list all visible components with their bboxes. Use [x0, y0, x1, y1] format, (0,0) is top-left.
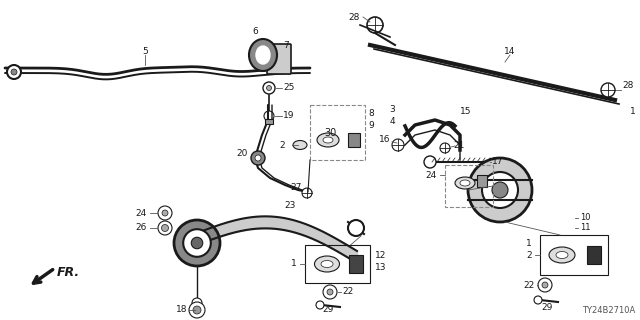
Circle shape	[174, 220, 220, 266]
Text: 30: 30	[324, 128, 336, 138]
Text: 3: 3	[389, 106, 395, 115]
Ellipse shape	[556, 252, 568, 259]
Bar	[477, 175, 487, 187]
Text: 10: 10	[580, 213, 591, 222]
Ellipse shape	[321, 260, 333, 268]
Circle shape	[193, 306, 201, 314]
Circle shape	[348, 220, 364, 236]
Circle shape	[440, 143, 450, 153]
Circle shape	[162, 210, 168, 216]
Text: 1: 1	[526, 238, 532, 247]
Ellipse shape	[549, 247, 575, 263]
Circle shape	[11, 69, 17, 75]
Circle shape	[183, 229, 211, 257]
Circle shape	[251, 151, 265, 165]
Ellipse shape	[314, 256, 339, 272]
Circle shape	[392, 139, 404, 151]
Bar	[310, 105, 365, 160]
Bar	[587, 246, 601, 264]
FancyBboxPatch shape	[267, 44, 291, 74]
Text: 29: 29	[541, 303, 552, 313]
Ellipse shape	[323, 137, 333, 143]
Bar	[540, 235, 608, 275]
Text: 22: 22	[524, 281, 535, 290]
Text: 13: 13	[375, 262, 387, 271]
Text: 27: 27	[291, 183, 302, 193]
Text: 11: 11	[580, 223, 591, 233]
Text: 22: 22	[342, 287, 353, 297]
Text: 1: 1	[291, 260, 297, 268]
Circle shape	[192, 298, 202, 308]
Text: 21: 21	[453, 140, 465, 149]
Circle shape	[327, 289, 333, 295]
Circle shape	[542, 282, 548, 288]
Circle shape	[424, 156, 436, 168]
Text: 12: 12	[375, 251, 387, 260]
Text: 19: 19	[283, 111, 294, 121]
Text: 26: 26	[136, 223, 147, 233]
Circle shape	[534, 296, 542, 304]
Circle shape	[189, 302, 205, 318]
Circle shape	[266, 85, 271, 91]
Circle shape	[255, 155, 261, 161]
Text: 4: 4	[389, 117, 395, 126]
Ellipse shape	[455, 177, 475, 189]
Circle shape	[601, 83, 615, 97]
Text: 24: 24	[136, 209, 147, 218]
Bar	[265, 119, 273, 124]
Text: 8: 8	[368, 108, 374, 117]
Bar	[305, 245, 370, 283]
Text: 5: 5	[142, 47, 148, 57]
Circle shape	[7, 65, 21, 79]
Text: 9: 9	[368, 121, 374, 130]
Text: 7: 7	[283, 41, 289, 50]
Ellipse shape	[249, 39, 277, 71]
Text: 15: 15	[460, 108, 472, 116]
Text: 2: 2	[526, 251, 532, 260]
Circle shape	[191, 237, 203, 249]
Text: 18: 18	[175, 306, 187, 315]
Text: 28: 28	[622, 81, 634, 90]
Text: 1: 1	[630, 108, 636, 116]
Ellipse shape	[460, 180, 470, 186]
Text: 20: 20	[237, 148, 248, 157]
Text: 16: 16	[378, 135, 390, 145]
Ellipse shape	[317, 133, 339, 147]
Text: 2: 2	[280, 140, 285, 149]
Circle shape	[538, 278, 552, 292]
Text: 14: 14	[504, 47, 516, 57]
Text: 24: 24	[426, 171, 437, 180]
Text: 29: 29	[322, 306, 333, 315]
Ellipse shape	[293, 140, 307, 149]
Text: 17: 17	[492, 157, 504, 166]
Circle shape	[263, 82, 275, 94]
Circle shape	[302, 188, 312, 198]
Text: 23: 23	[284, 201, 296, 210]
Text: FR.: FR.	[57, 266, 80, 278]
Circle shape	[161, 225, 168, 231]
Text: TY24B2710A: TY24B2710A	[582, 306, 635, 315]
Bar	[445, 165, 493, 207]
Circle shape	[264, 111, 274, 121]
Circle shape	[158, 206, 172, 220]
Circle shape	[323, 285, 337, 299]
Text: 6: 6	[252, 28, 258, 36]
Circle shape	[468, 158, 532, 222]
Bar	[349, 255, 363, 273]
Circle shape	[492, 182, 508, 198]
Bar	[348, 133, 360, 147]
Circle shape	[482, 172, 518, 208]
Text: 28: 28	[349, 12, 360, 21]
Circle shape	[158, 221, 172, 235]
Text: 25: 25	[283, 84, 294, 92]
Circle shape	[367, 17, 383, 33]
Circle shape	[316, 301, 324, 309]
Ellipse shape	[256, 46, 270, 64]
